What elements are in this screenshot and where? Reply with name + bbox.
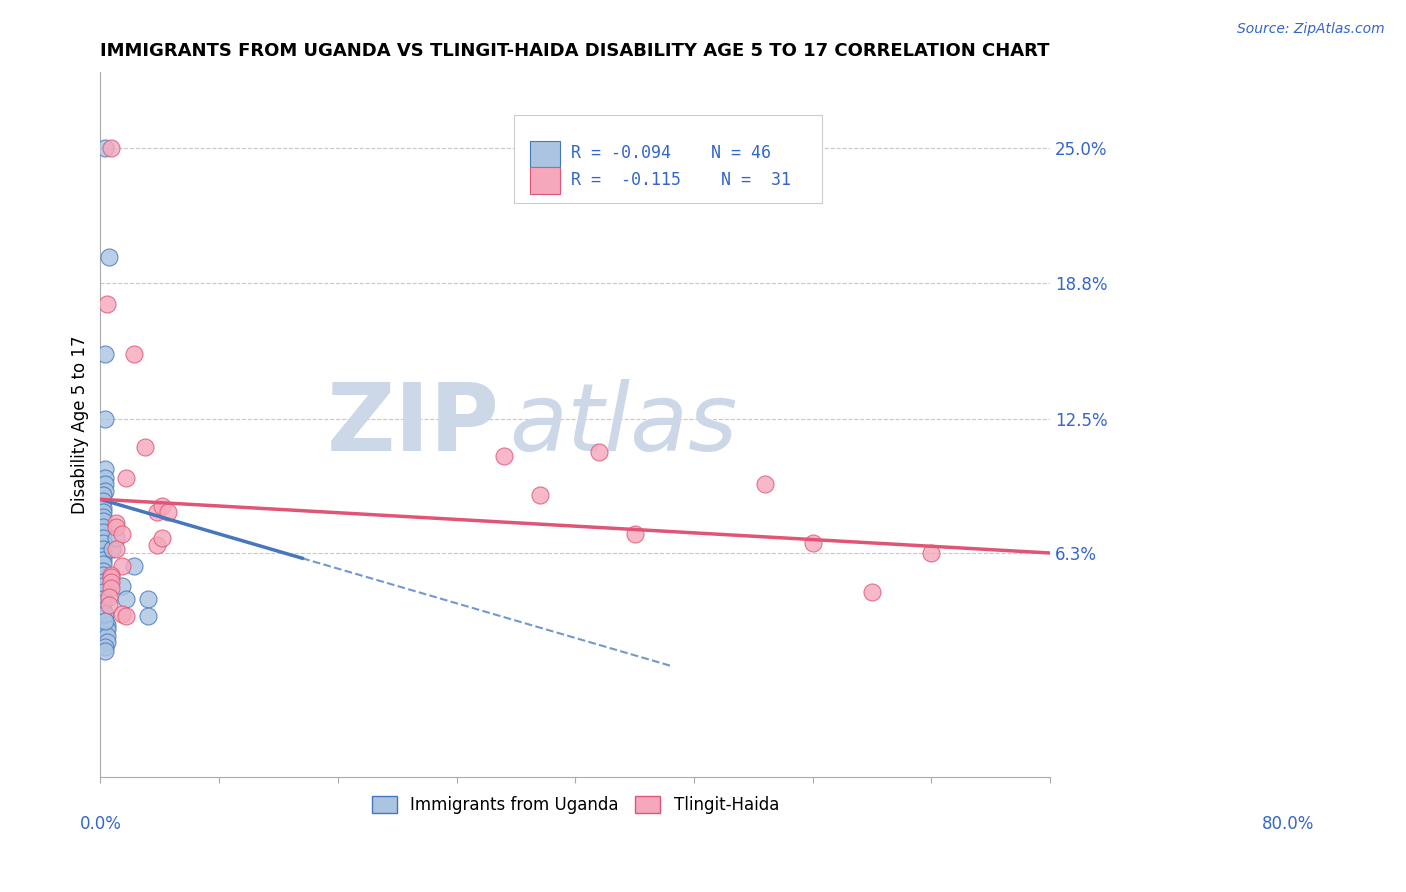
Point [91, 579, 114, 593]
Point [91, 514, 114, 528]
Point [91, 553, 114, 567]
Point [115, 591, 138, 606]
Point [122, 559, 145, 574]
Point [115, 609, 138, 624]
Text: atlas: atlas [509, 379, 737, 470]
Point [91, 500, 114, 515]
Point [94, 640, 117, 654]
Text: Source: ZipAtlas.com: Source: ZipAtlas.com [1237, 22, 1385, 37]
Point [96, 635, 118, 649]
Point [111, 607, 134, 621]
Point [91, 603, 114, 617]
Text: 0.0%: 0.0% [79, 815, 121, 833]
Point [94, 614, 117, 628]
Point [97, 250, 120, 264]
Text: 80.0%: 80.0% [1261, 815, 1313, 833]
Point [100, 581, 122, 595]
Point [104, 516, 127, 530]
Point [94, 607, 117, 621]
Point [136, 591, 159, 606]
Point [100, 568, 122, 582]
Point [111, 579, 134, 593]
Bar [530, 167, 560, 194]
Point [860, 585, 883, 599]
Point [91, 574, 114, 589]
Point [96, 618, 118, 632]
Point [104, 542, 127, 557]
Point [91, 585, 114, 599]
Point [492, 449, 515, 463]
Point [157, 505, 180, 519]
Point [91, 564, 114, 578]
Point [91, 591, 114, 606]
Point [100, 574, 122, 589]
Point [91, 558, 114, 572]
Text: ZIP: ZIP [326, 378, 499, 470]
Point [96, 297, 118, 311]
Point [146, 505, 169, 519]
Point [94, 470, 117, 484]
Point [97, 599, 120, 613]
Point [754, 477, 776, 491]
Point [588, 444, 610, 458]
Point [623, 527, 645, 541]
Point [150, 531, 173, 545]
Point [115, 470, 138, 484]
Point [104, 531, 127, 545]
Point [94, 347, 117, 361]
Point [96, 629, 118, 643]
Point [91, 549, 114, 563]
Point [91, 494, 114, 508]
Point [94, 412, 117, 426]
Point [91, 535, 114, 549]
FancyBboxPatch shape [513, 115, 823, 202]
Point [111, 559, 134, 574]
Point [91, 568, 114, 582]
Legend: Immigrants from Uganda, Tlingit-Haida: Immigrants from Uganda, Tlingit-Haida [366, 789, 786, 822]
Point [91, 505, 114, 519]
Point [146, 538, 169, 552]
Point [134, 440, 156, 454]
Point [91, 488, 114, 502]
Point [91, 520, 114, 534]
Point [94, 141, 117, 155]
Point [97, 590, 120, 604]
Point [801, 535, 824, 549]
Point [111, 527, 134, 541]
Point [136, 609, 159, 624]
Text: IMMIGRANTS FROM UGANDA VS TLINGIT-HAIDA DISABILITY AGE 5 TO 17 CORRELATION CHART: IMMIGRANTS FROM UGANDA VS TLINGIT-HAIDA … [100, 42, 1050, 60]
Point [529, 488, 551, 502]
Bar [530, 141, 560, 168]
Y-axis label: Disability Age 5 to 17: Disability Age 5 to 17 [72, 335, 89, 514]
Point [91, 596, 114, 610]
Point [91, 509, 114, 524]
Point [921, 546, 943, 560]
Point [150, 499, 173, 513]
Text: R =  -0.115    N =  31: R = -0.115 N = 31 [571, 170, 790, 188]
Point [91, 531, 114, 545]
Point [91, 609, 114, 624]
Point [91, 524, 114, 539]
Point [100, 570, 122, 584]
Point [101, 542, 124, 557]
Text: R = -0.094    N = 46: R = -0.094 N = 46 [571, 145, 770, 162]
Point [94, 477, 117, 491]
Point [122, 347, 145, 361]
Point [94, 483, 117, 498]
Point [96, 622, 118, 636]
Point [104, 520, 127, 534]
Point [94, 644, 117, 658]
Point [91, 542, 114, 557]
Point [94, 462, 117, 476]
Point [100, 141, 122, 155]
